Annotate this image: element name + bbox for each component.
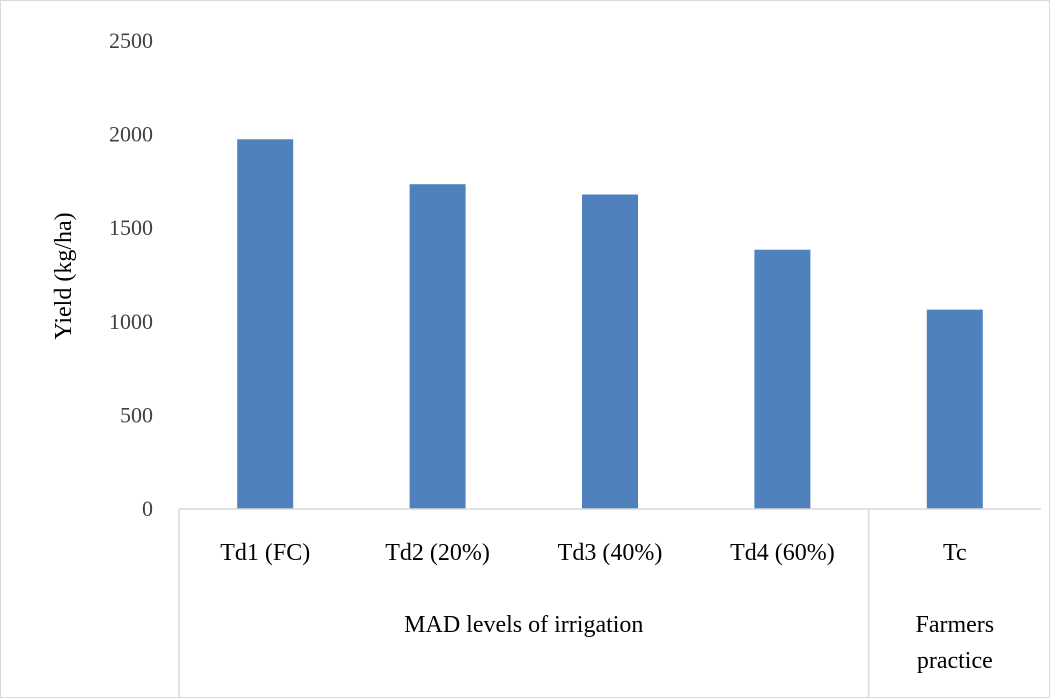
- group-label: practice: [917, 648, 993, 674]
- y-tick-label: 500: [120, 402, 153, 427]
- x-axis: Td1 (FC) Td2 (20%) Td3 (40%) Td4 (60%) Tc: [178, 508, 1041, 697]
- y-tick-label: 1000: [109, 309, 153, 334]
- y-axis-title: Yield (kg/ha): [51, 212, 77, 339]
- bar: [926, 309, 983, 509]
- bar: [409, 184, 466, 509]
- group-label: Farmers: [915, 612, 994, 638]
- y-tick-label: 1500: [109, 215, 153, 240]
- bars: [237, 139, 983, 509]
- x-tick-label: Tc: [943, 540, 967, 566]
- y-tick-label: 0: [142, 496, 153, 521]
- y-axis-ticks: 0 500 1000 1500 2000 2500: [109, 28, 153, 521]
- x-tick-label: Td1 (FC): [220, 540, 310, 566]
- bar: [754, 249, 811, 509]
- group-label: MAD levels of irrigation: [404, 612, 643, 638]
- x-tick-label: Td2 (20%): [385, 540, 490, 566]
- category-group-labels: MAD levels of irrigation Farmers practice: [404, 612, 994, 674]
- bar: [582, 194, 638, 509]
- bar: [237, 139, 294, 509]
- y-tick-label: 2500: [109, 28, 153, 53]
- y-tick-label: 2000: [109, 122, 153, 147]
- x-tick-label: Td4 (60%): [730, 540, 835, 566]
- x-tick-label: Td3 (40%): [558, 540, 663, 566]
